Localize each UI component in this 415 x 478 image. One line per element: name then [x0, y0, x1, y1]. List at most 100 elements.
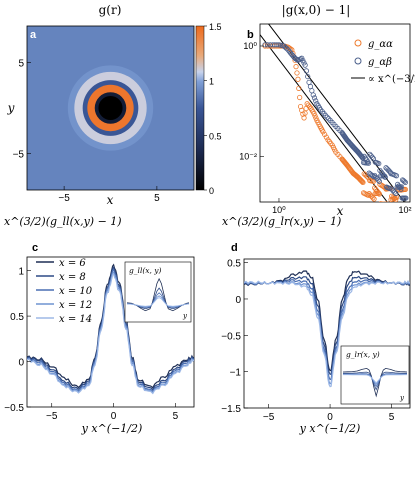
inset-line	[126, 292, 190, 309]
scatter-point	[381, 201, 385, 202]
scatter-point	[274, 42, 280, 48]
colorbar-tick-label: 1.5	[209, 22, 222, 32]
scatter-point	[376, 191, 382, 197]
scatter-point	[390, 188, 396, 194]
ytick-label: 1	[18, 267, 24, 278]
scatter-point	[296, 85, 302, 91]
panel-b: |g(x,0) − 1| b 10⁰ 10² 10⁰ 10⁻² x g_αα g_αβ…	[239, 3, 415, 218]
scatter-point	[320, 129, 326, 135]
scatter-point	[369, 154, 375, 160]
ytick-label: 0	[235, 295, 241, 306]
legend-marker-gaa	[354, 39, 362, 47]
scatter-point	[401, 178, 408, 185]
colorbar-ticks: 1.5 1 0.5 0	[204, 22, 222, 196]
series-line	[244, 280, 410, 388]
ytick-label: −0.5	[4, 403, 24, 414]
legend-marker-gab	[354, 57, 362, 65]
panel-a: g(r) a 1.5 1 0.5 0 −5 5 5 −5 x y	[7, 3, 222, 207]
scatter-point	[297, 94, 303, 101]
ytick-label: −1.5	[221, 404, 241, 415]
scatter-point	[323, 112, 329, 119]
scatter-point	[295, 76, 301, 82]
xtick-label: −5	[46, 411, 58, 422]
scatter-point	[359, 179, 365, 185]
panel-b-label: b	[247, 29, 254, 41]
panel-d: x^(3/2)(g_lr(x,y) − 1) d −5 0 50.50−0.5−1−…	[221, 215, 411, 435]
panel-b-ticks: 10⁰ 10² 10⁰ 10⁻²	[239, 41, 411, 215]
series-line	[244, 270, 410, 372]
panel-a-frame	[26, 25, 195, 191]
scatter-point	[382, 174, 388, 181]
colorbar	[195, 25, 205, 191]
scatter-point	[294, 57, 300, 63]
panel-d-ylabel: x^(3/2)(g_lr(x,y) − 1)	[222, 215, 341, 228]
scatter-point	[262, 42, 268, 48]
legend-label: x = 10	[59, 286, 93, 297]
scatter-point	[386, 203, 390, 207]
scatter-point	[376, 190, 382, 196]
heatmap-ring	[98, 95, 123, 121]
legend-label: x = 12	[59, 300, 92, 311]
scatter-point	[310, 92, 316, 98]
panel-b-frame	[259, 23, 411, 203]
legend-label: x = 6	[59, 258, 86, 269]
xtick-label: −5	[263, 412, 275, 423]
series-line	[27, 266, 194, 391]
scatter-point	[311, 95, 318, 101]
series-line	[244, 275, 410, 375]
panel-c-ylabel: x^(3/2)(g_ll(x,y) − 1)	[4, 215, 122, 228]
ytick-label: 0	[18, 358, 24, 369]
xtick-label: 5	[154, 193, 160, 204]
xtick-label: −5	[58, 193, 70, 204]
panel-b-title: |g(x,0) − 1|	[282, 3, 351, 17]
xtick-label: 5	[389, 412, 395, 423]
series-line	[27, 268, 194, 393]
colorbar-tick-label: 0	[209, 186, 214, 196]
panel-d-inset: g_lr(x, y) y	[340, 345, 410, 405]
scatter-point	[312, 113, 318, 119]
panel-d-series	[244, 270, 410, 388]
scatter-point	[375, 189, 381, 196]
ytick-label: −5	[13, 150, 25, 161]
scatter-point	[388, 204, 392, 208]
scatter-point	[389, 186, 395, 192]
scatter-point	[383, 201, 387, 202]
panel-a-xticks: −5 5	[58, 186, 160, 204]
scatter-point	[359, 178, 365, 184]
scatter-point	[398, 184, 405, 190]
ytick-label: 10⁰	[243, 41, 257, 51]
xtick-label: 5	[173, 411, 179, 422]
panel-b-legend: g_αα g_αβ ∝ x^(−3/2)	[351, 39, 415, 85]
panel-c-ticks: −5 0 5 1 0.5 0 −0.5	[4, 267, 178, 422]
xtick-label: 0	[111, 411, 117, 422]
scatter-point	[288, 46, 294, 52]
scatter-point	[375, 177, 381, 183]
scatter-point	[324, 114, 330, 120]
ytick-label: 10⁻²	[239, 151, 257, 161]
panel-c: x^(3/2)(g_ll(x,y) − 1) c −5 0 5 1 0.5 0 −0.5 y…	[4, 215, 195, 435]
inset-line	[126, 277, 190, 312]
inset-line	[343, 371, 407, 391]
colorbar-tick-label: 0.5	[209, 131, 222, 141]
ytick-label: 5	[18, 58, 24, 69]
legend-label-powerlaw: ∝ x^(−3/2)	[368, 74, 415, 85]
panel-d-label: d	[231, 242, 238, 254]
scatter-point	[384, 201, 389, 202]
legend-label: x = 8	[59, 272, 86, 283]
series-line	[27, 272, 194, 395]
scatter-point	[305, 73, 311, 80]
panel-a-yticks: 5 −5	[13, 58, 31, 161]
scatter-point	[323, 134, 329, 140]
scatter-point	[393, 173, 400, 179]
ytick-label: 0.5	[10, 312, 24, 323]
scatter-point	[303, 68, 310, 74]
scatter-point	[402, 179, 409, 186]
panel-a-ylabel: y	[7, 101, 15, 115]
scatter-point	[393, 197, 399, 202]
series-line	[27, 263, 194, 389]
scatter-point	[313, 98, 319, 104]
scatter-point	[376, 160, 382, 167]
panel-a-xlabel: x	[107, 193, 114, 207]
